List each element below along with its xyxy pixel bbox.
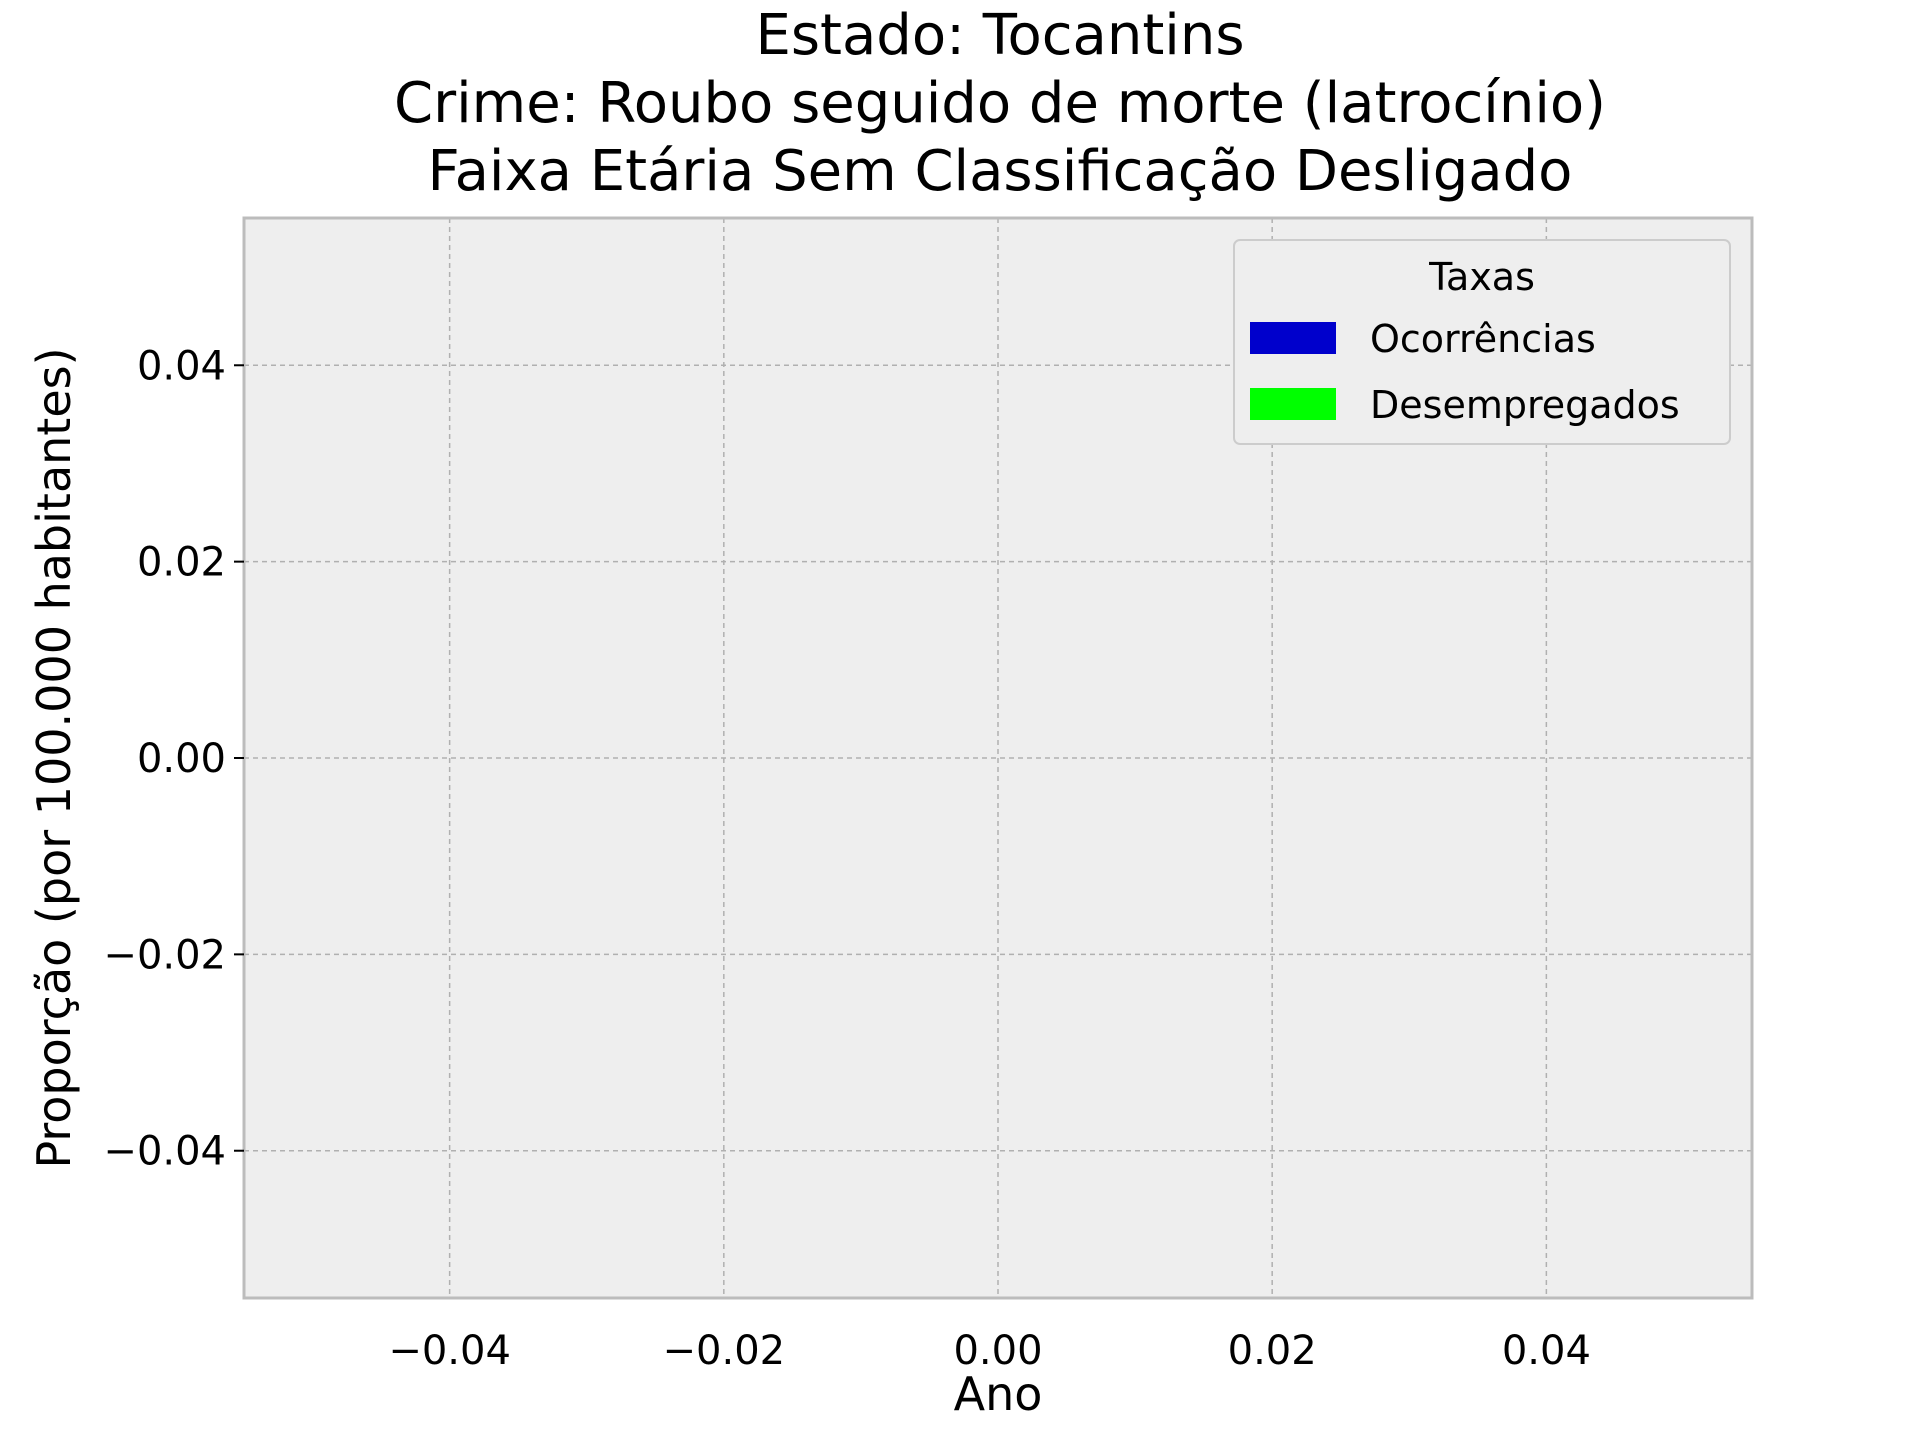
- legend-title: Taxas: [1428, 255, 1535, 299]
- chart-title-line-2: Crime: Roubo seguido de morte (latrocíni…: [394, 71, 1606, 136]
- x-tick-label: 0.02: [1228, 1328, 1317, 1374]
- y-axis-label: Proporção (por 100.000 habitantes): [27, 347, 81, 1168]
- y-tick-label: 0.04: [137, 343, 226, 389]
- y-tick-label: −0.04: [103, 1129, 226, 1175]
- y-tick-label: 0.02: [137, 540, 226, 586]
- x-tick-label: −0.04: [388, 1328, 511, 1374]
- x-axis-label: Ano: [954, 1367, 1043, 1421]
- legend-swatch-desempregados: [1250, 388, 1336, 420]
- x-tick-label: 0.00: [953, 1328, 1042, 1374]
- legend-swatch-ocorrencias: [1250, 322, 1336, 354]
- legend-label-ocorrencias: Ocorrências: [1370, 317, 1596, 361]
- x-axis-ticks: −0.04 −0.02 0.00 0.02 0.04: [388, 1328, 1591, 1374]
- chart-title-line-3: Faixa Etária Sem Classificação Desligado: [428, 139, 1573, 204]
- legend-box: [1233, 239, 1731, 445]
- x-tick-label: 0.04: [1502, 1328, 1591, 1374]
- legend: Taxas Ocorrências Desempregados: [1233, 239, 1731, 445]
- y-tick-label: 0.00: [137, 736, 226, 782]
- y-tick-label: −0.02: [103, 932, 226, 978]
- x-tick-label: −0.02: [663, 1328, 786, 1374]
- legend-label-desempregados: Desempregados: [1370, 383, 1680, 427]
- chart-title-line-1: Estado: Tocantins: [755, 3, 1244, 68]
- y-axis-ticks: 0.04 0.02 0.00 −0.02 −0.04: [103, 343, 244, 1175]
- chart-title: Estado: Tocantins Crime: Roubo seguido d…: [394, 3, 1606, 204]
